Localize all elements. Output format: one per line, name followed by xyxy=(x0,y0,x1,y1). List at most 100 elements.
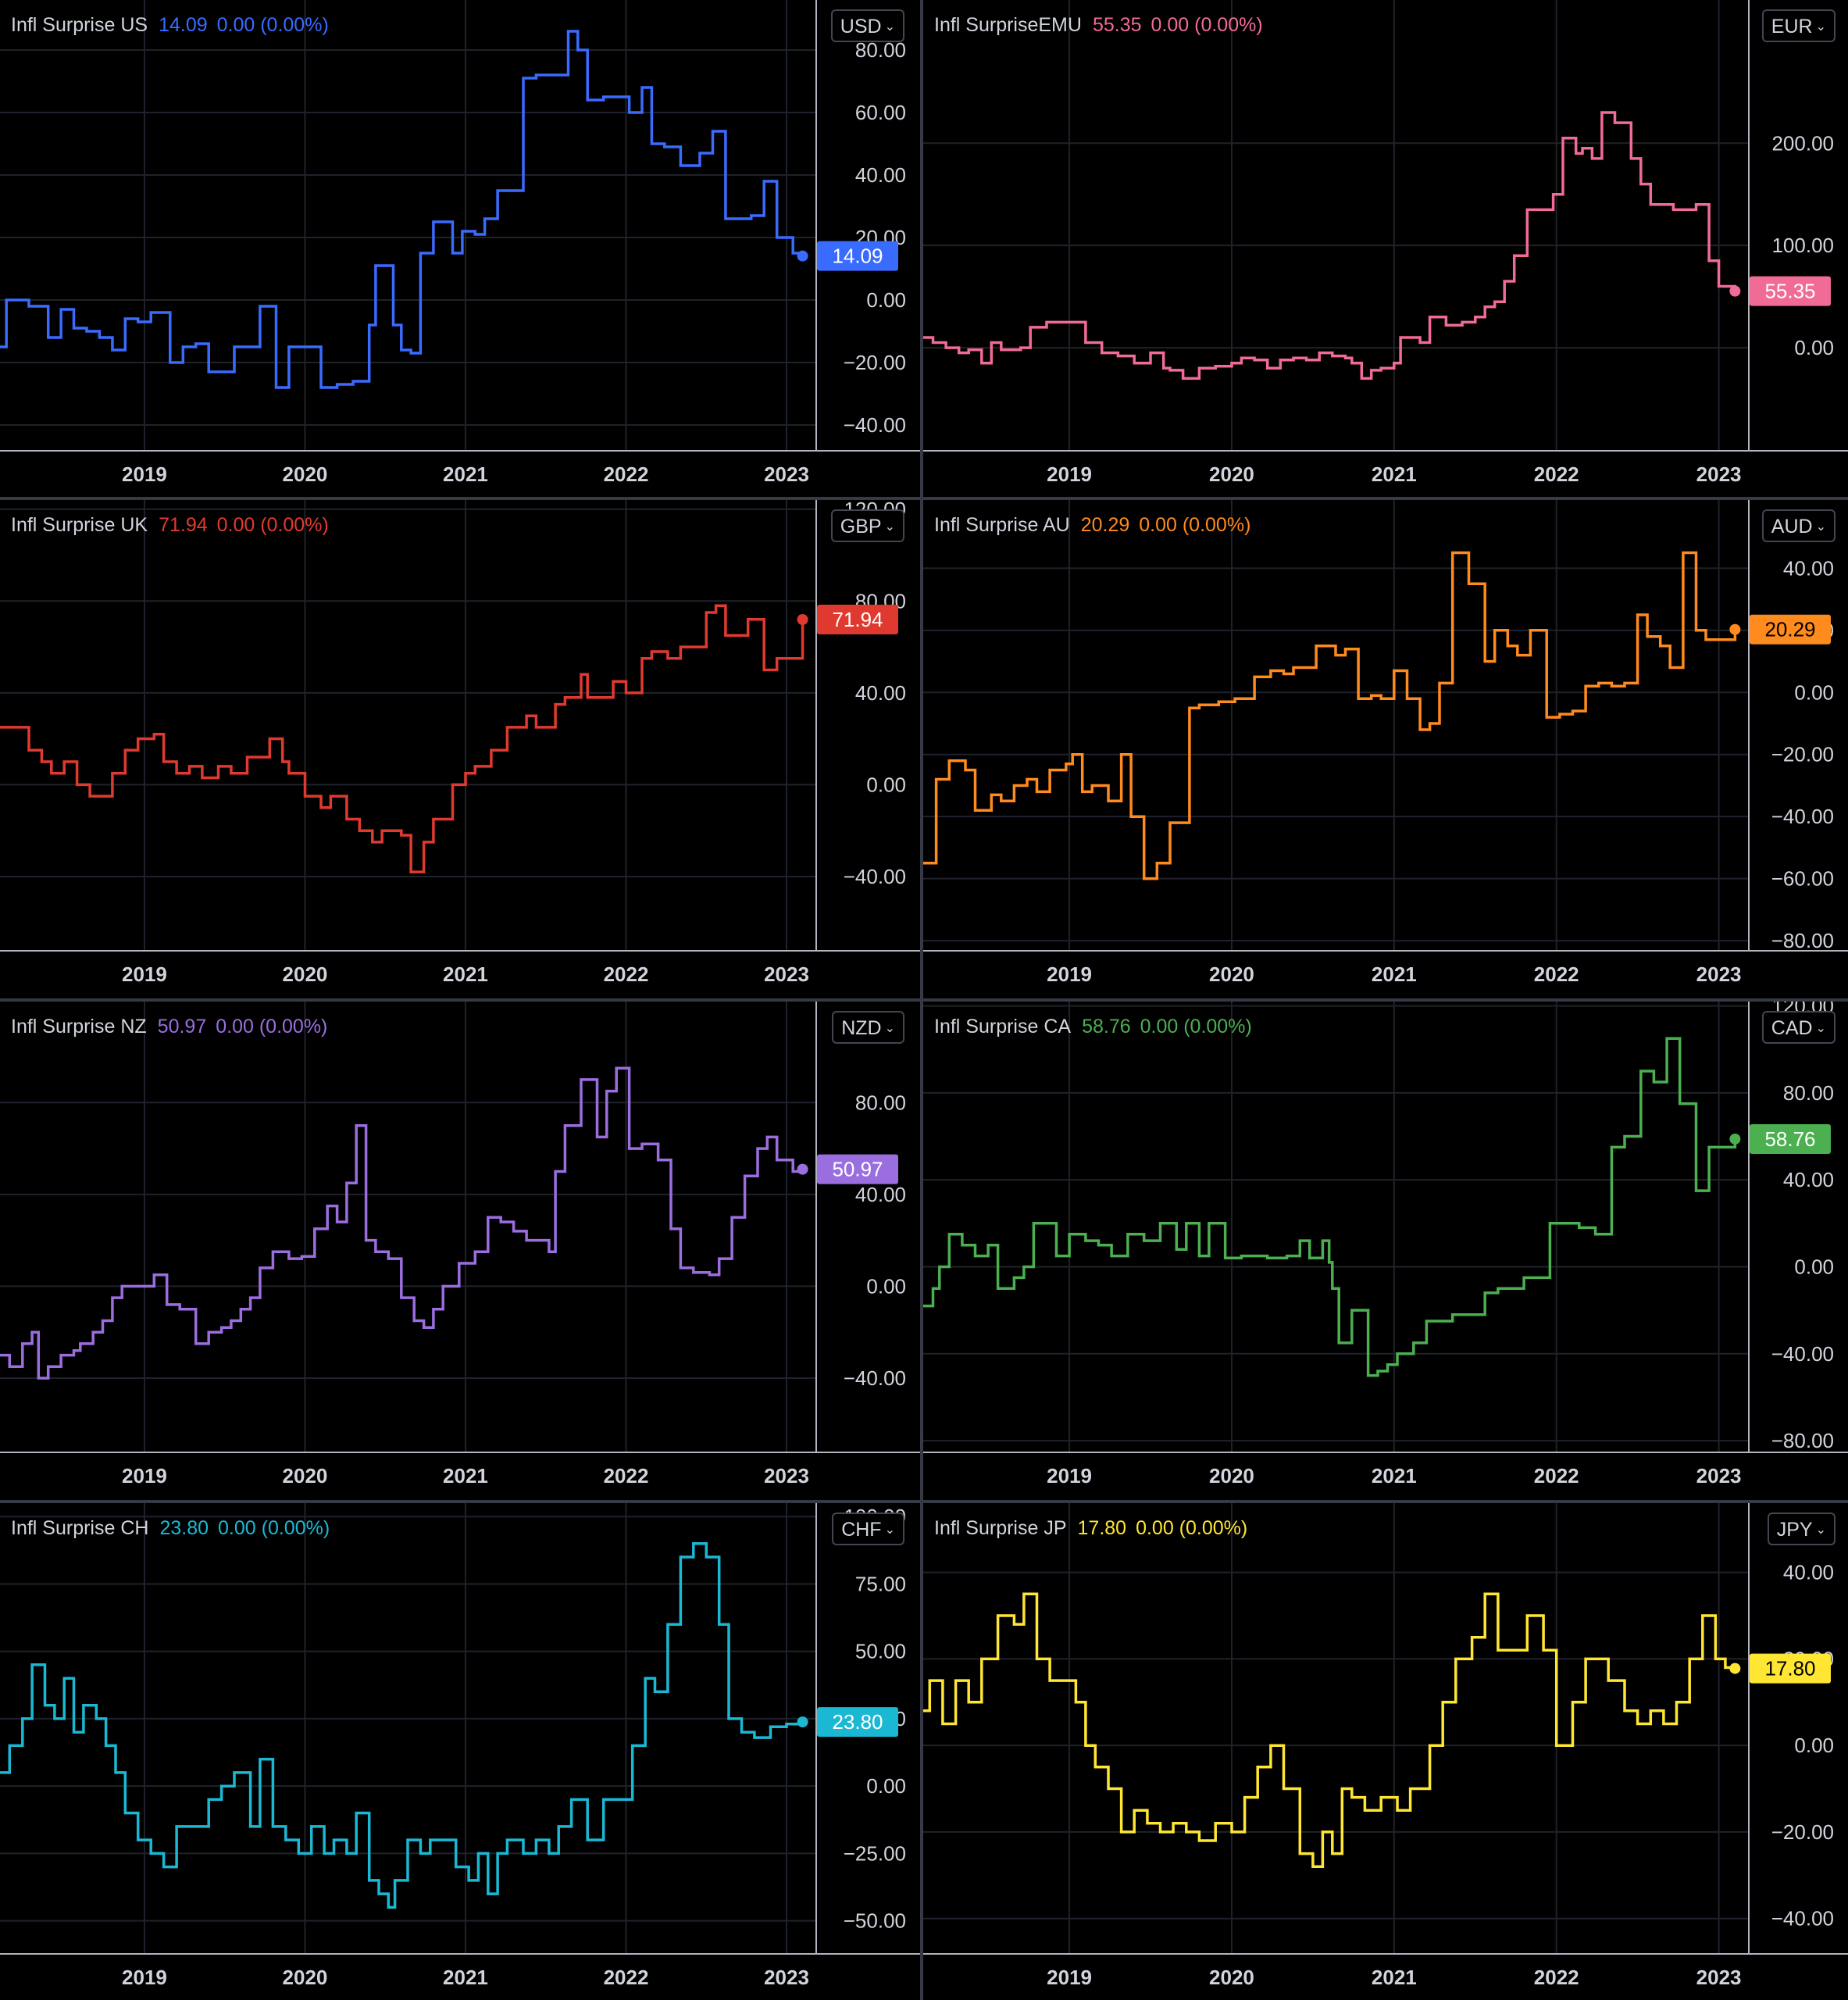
pane-separator[interactable] xyxy=(0,998,1848,1002)
series-legend[interactable]: Infl Surprise NZ 50.97 0.00 (0.00%) xyxy=(11,1016,327,1038)
chart-svg[interactable]: 40.0020.000.00−20.00−40.00−60.00−80.0020… xyxy=(923,500,1848,997)
chart-pane-au[interactable]: 40.0020.000.00−20.00−40.00−60.00−80.0020… xyxy=(923,500,1848,997)
chart-pane-us[interactable]: 80.00 60.00 40.00 20.00 0.00 −20.00 −40.00 2019… xyxy=(0,0,920,497)
x-tick-label: 2020 xyxy=(283,1966,328,1989)
series-line-uk[interactable] xyxy=(0,604,804,873)
currency-label: USD xyxy=(840,16,882,38)
series-line-ca[interactable] xyxy=(923,1037,1737,1377)
y-tick-label: 0.00 xyxy=(866,773,906,796)
x-tick-label: 2019 xyxy=(1047,1464,1092,1488)
symbol-name: Infl Surprise AU xyxy=(934,514,1070,536)
x-tick-label: 2019 xyxy=(1047,1966,1092,1989)
chart-svg[interactable]: 200.00 100.00 0.00 2019 2020 2021 2022 2023 55.3… xyxy=(923,0,1848,497)
y-tick-label: −50.00 xyxy=(844,1909,906,1933)
series-line-ch[interactable] xyxy=(0,1541,804,1909)
chart-pane-ca[interactable]: 120.00 80.00 40.00 0.00 −40.00 −80.00 2019 2020… xyxy=(923,1002,1848,1498)
currency-label: AUD xyxy=(1771,516,1813,538)
x-tick-label: 2023 xyxy=(1696,1966,1742,1989)
chart-pane-uk[interactable]: 120.0080.0040.000.00−40.0020192020202120… xyxy=(0,500,920,997)
series-legend[interactable]: Infl Surprise AU 20.29 0.00 (0.00%) xyxy=(934,514,1250,537)
x-tick-label: 2022 xyxy=(1534,1464,1579,1488)
x-tick-label: 2019 xyxy=(1047,462,1092,486)
series-line-jp[interactable] xyxy=(923,1592,1737,1868)
currency-button[interactable]: CHF ⌄ xyxy=(832,1512,904,1545)
last-point-marker xyxy=(797,613,808,625)
chart-pane-ch[interactable]: 100.0075.0050.0025.000.00−25.00−50.00201… xyxy=(0,1503,920,2000)
currency-label: CHF xyxy=(841,1519,882,1541)
x-tick-label: 2020 xyxy=(1209,1464,1254,1488)
x-tick-label: 2023 xyxy=(764,962,809,986)
symbol-name: Infl Surprise JP xyxy=(934,1517,1067,1539)
y-tick-label: −40.00 xyxy=(844,865,906,888)
last-point-marker xyxy=(1729,1662,1741,1674)
y-tick-label: 100.00 xyxy=(1771,234,1834,257)
series-line-us[interactable] xyxy=(0,30,804,389)
currency-button[interactable]: GBP ⌄ xyxy=(830,509,904,542)
currency-button[interactable]: CAD ⌄ xyxy=(1761,1011,1836,1044)
currency-button[interactable]: NZD ⌄ xyxy=(832,1011,904,1044)
chart-svg[interactable]: 100.0075.0050.0025.000.00−25.00−50.00201… xyxy=(0,1503,920,2000)
pane-separator[interactable] xyxy=(0,1500,1848,1503)
x-tick-label: 2021 xyxy=(1372,1966,1417,1989)
chart-pane-nz[interactable]: 80.00 40.00 0.00 −40.00 2019 2020 2021 2022 2023… xyxy=(0,1002,920,1498)
symbol-value: 17.80 xyxy=(1077,1517,1127,1539)
currency-button[interactable]: AUD ⌄ xyxy=(1761,509,1836,542)
series-legend[interactable]: Infl Surprise JP 17.80 0.00 (0.00%) xyxy=(934,1517,1247,1540)
last-value-badge-text: 55.35 xyxy=(1764,280,1815,303)
last-point-marker xyxy=(797,250,808,262)
last-value-badge xyxy=(817,604,898,634)
x-tick-label: 2023 xyxy=(764,462,809,486)
x-tick-label: 2021 xyxy=(1372,1464,1417,1488)
x-tick-label: 2019 xyxy=(122,1966,167,1989)
chart-svg[interactable]: 40.0020.000.00−20.00−40.0020192020202120… xyxy=(923,1503,1848,2000)
last-value-badge-text: 71.94 xyxy=(832,608,883,631)
y-tick-label: 0.00 xyxy=(1794,1255,1834,1278)
y-tick-label: −80.00 xyxy=(1771,1429,1834,1452)
y-tick-label: 40.00 xyxy=(855,681,906,705)
x-tick-label: 2022 xyxy=(604,462,649,486)
y-tick-label: 200.00 xyxy=(1771,131,1834,155)
series-line-nz[interactable] xyxy=(0,1066,804,1380)
chart-svg[interactable]: 80.00 40.00 0.00 −40.00 2019 2020 2021 2022 2023… xyxy=(0,1002,920,1498)
chart-svg[interactable]: 80.0060.0040.0020.000.00−20.00−40.002019… xyxy=(0,0,920,497)
last-point-marker xyxy=(1729,1133,1741,1145)
chart-svg[interactable]: 120.0080.0040.000.00−40.0020192020202120… xyxy=(0,500,920,997)
y-tick-label: 40.00 xyxy=(1783,1561,1834,1584)
symbol-name: Infl SurpriseEMU xyxy=(934,14,1082,36)
series-line-au[interactable] xyxy=(923,551,1737,880)
x-tick-label: 2022 xyxy=(1534,462,1579,486)
x-tick-label: 2021 xyxy=(443,1464,488,1488)
currency-label: CAD xyxy=(1771,1017,1813,1039)
last-point-marker xyxy=(1729,623,1741,635)
x-tick-label: 2023 xyxy=(764,1464,809,1488)
pane-separator[interactable] xyxy=(920,0,923,2000)
series-legend[interactable]: Infl Surprise US 14.09 0.00 (0.00%) xyxy=(11,14,329,37)
chart-pane-emu[interactable]: 200.00 100.00 0.00 2019 2020 2021 2022 2023 55.3… xyxy=(923,0,1848,497)
symbol-name: Infl Surprise NZ xyxy=(11,1016,147,1038)
series-legend[interactable]: Infl Surprise UK 71.94 0.00 (0.00%) xyxy=(11,514,329,537)
x-tick-label: 2021 xyxy=(443,962,488,986)
symbol-name: Infl Surprise CA xyxy=(934,1016,1072,1038)
currency-button[interactable]: EUR ⌄ xyxy=(1761,9,1836,42)
series-legend[interactable]: Infl SurpriseEMU 55.35 0.00 (0.00%) xyxy=(934,14,1263,37)
series-legend[interactable]: Infl Surprise CH 23.80 0.00 (0.00%) xyxy=(11,1517,330,1540)
series-line-emu[interactable] xyxy=(923,111,1737,380)
last-value-badge-text: 17.80 xyxy=(1764,1657,1815,1680)
symbol-change: 0.00 (0.00%) xyxy=(216,514,329,536)
symbol-change: 0.00 (0.00%) xyxy=(216,14,329,36)
x-tick-label: 2020 xyxy=(1209,962,1254,986)
symbol-change: 0.00 (0.00%) xyxy=(1139,514,1251,536)
last-value-badge-text: 50.97 xyxy=(832,1158,883,1181)
y-tick-label: 80.00 xyxy=(855,38,906,62)
x-tick-label: 2023 xyxy=(1696,962,1742,986)
symbol-value: 14.09 xyxy=(159,14,208,36)
chart-pane-jp[interactable]: 40.0020.000.00−20.00−40.0020192020202120… xyxy=(923,1503,1848,2000)
last-value-badge-text: 20.29 xyxy=(1764,618,1815,641)
symbol-value: 50.97 xyxy=(157,1016,207,1038)
series-legend[interactable]: Infl Surprise CA 58.76 0.00 (0.00%) xyxy=(934,1016,1252,1038)
pane-separator[interactable] xyxy=(0,497,1848,500)
x-tick-label: 2020 xyxy=(283,1464,328,1488)
currency-button[interactable]: JPY ⌄ xyxy=(1767,1512,1836,1545)
currency-button[interactable]: USD ⌄ xyxy=(830,9,904,42)
